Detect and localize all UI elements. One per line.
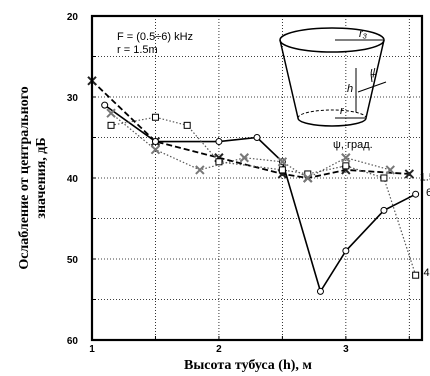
tube-left-wall: [279, 39, 299, 119]
data-point-circle: [412, 190, 420, 198]
series-labels: 1.5 6.0 4.5: [420, 171, 430, 279]
data-point-circle: [215, 138, 223, 146]
tick-labels: 1 2 3 20 30 40 50 60: [67, 12, 410, 355]
x-tick-label: 1: [89, 344, 95, 355]
data-point-square: [380, 174, 388, 182]
y-axis-title-line1: Ослабление от центрального: [17, 86, 32, 269]
inset-label-r-top: r₃: [359, 28, 368, 40]
data-point-square: [215, 158, 223, 166]
data-point-x-stroke: [404, 169, 415, 179]
series-label-6-0: 6.0: [426, 187, 430, 199]
data-point-x: [385, 165, 395, 175]
receiver-ray: [357, 81, 387, 93]
data-point-square: [342, 162, 350, 170]
inset-label-psi: ψ: [370, 66, 378, 78]
data-point-square: [151, 113, 159, 121]
data-point-x-stroke: [106, 108, 116, 118]
data-point-circle: [380, 206, 388, 214]
data-point-square: [412, 271, 420, 279]
series-label-4-5: 4.5: [423, 267, 430, 279]
x-tick-label: 2: [216, 344, 222, 355]
annotation-radius: r = 1.5m: [117, 44, 158, 56]
tube-bottom-front: [297, 117, 367, 127]
grid: [92, 16, 422, 340]
data-point-square: [107, 121, 115, 129]
y-axis-title-line2: значения, дБ: [34, 137, 49, 218]
y-tick-label: 50: [67, 255, 79, 266]
data-point-x-stroke: [385, 165, 395, 175]
y-tick-label: 30: [67, 93, 79, 104]
data-point-x: [106, 108, 116, 118]
data-point-x-stroke: [195, 165, 205, 175]
data-point-x: [277, 157, 288, 167]
series-line-1: [104, 104, 417, 294]
data-point-x-stroke: [239, 153, 250, 163]
x-tick-label: 3: [343, 344, 349, 355]
data-point-circle: [342, 247, 350, 255]
tube-inset-diagram: r₃ ψ h r: [279, 27, 387, 127]
data-point-x: [303, 173, 313, 183]
y-tick-label: 20: [67, 12, 79, 23]
psi-legend-title: ψ, град.: [333, 139, 373, 151]
data-point-square: [278, 166, 286, 174]
y-tick-label: 40: [67, 174, 79, 185]
series-layer: [87, 76, 420, 295]
annotation-frequency: F = (0.5÷6) kHz: [117, 31, 193, 43]
data-point-x-stroke: [277, 157, 288, 167]
data-point-x: [404, 169, 415, 179]
inset-label-r-bottom: r: [340, 105, 345, 117]
data-point-circle: [316, 287, 324, 295]
data-point-circle: [101, 101, 109, 109]
series-label-1-5: 1.5: [420, 171, 430, 183]
y-tick-label: 60: [67, 336, 79, 347]
x-axis-title: Высота тубуса (h), м: [184, 358, 312, 373]
data-point-x-stroke: [341, 153, 351, 163]
series-line-3: [110, 112, 391, 179]
data-point-x: [341, 153, 351, 163]
data-point-x-stroke: [150, 144, 161, 155]
psi-arc: [370, 73, 373, 83]
data-point-x-stroke: [303, 173, 313, 183]
tube-right-wall: [365, 39, 385, 119]
tube-bottom-back: [297, 109, 367, 119]
data-point-circle: [253, 134, 261, 141]
data-point-x: [150, 144, 161, 155]
inset-label-h: h: [347, 83, 353, 95]
data-point-circle: [151, 138, 159, 146]
data-point-square: [183, 121, 191, 129]
data-point-x: [195, 165, 205, 175]
data-point-x: [239, 153, 250, 163]
